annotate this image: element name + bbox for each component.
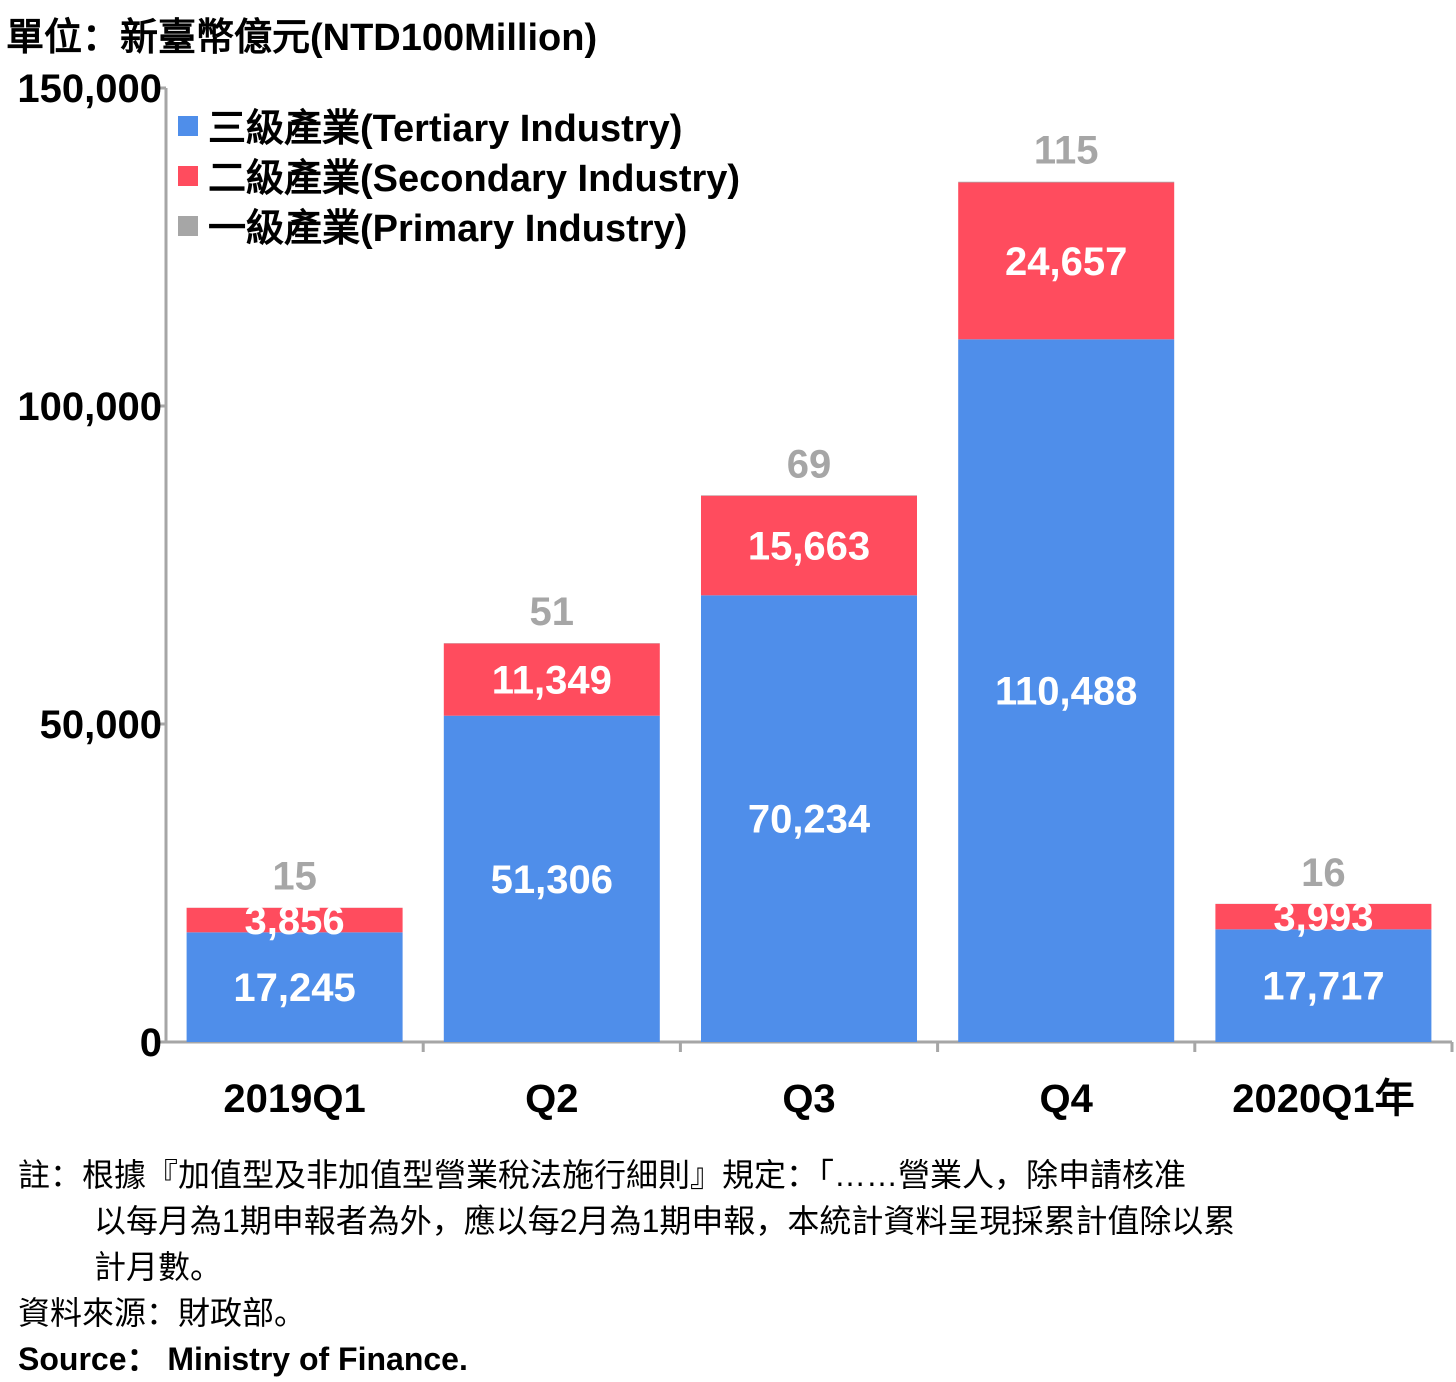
bar-segment [958,339,1175,1042]
note-line: 以每月為1期申報者為外，應以每2月為1期申報，本統計資料呈現採累計值除以累 [94,1203,1236,1239]
bar-segment [701,595,917,1042]
chart-legend: 三級產業(Tertiary Industry) 二級產業(Secondary In… [178,107,740,250]
data-label: 110,488 [995,670,1137,714]
y-tick-labels: 0 50,000 100,000 150,000 [17,67,162,1065]
x-tick-label: Q2 [525,1077,578,1121]
data-label: 69 [787,442,832,486]
bar-segment [1215,929,1432,1042]
legend-swatch [178,116,198,136]
data-label: 15 [272,855,317,899]
bar-segment [701,495,917,596]
data-label: 11,349 [492,659,612,703]
data-label: 17,717 [1262,965,1384,1009]
bar-segment [186,932,403,1042]
data-label: 17,245 [233,966,355,1010]
data-label: 3,856 [245,899,345,943]
note-line: 計月數。 [94,1249,223,1285]
x-tick-label: 2020Q1年 [1232,1077,1414,1121]
note-line: 註：根據『加值型及非加值型營業稅法施行細則』規定：「……營業人，除申請核准 [18,1157,1187,1193]
data-label: 15,663 [748,525,870,569]
legend-swatch [178,216,198,236]
x-tick-label: Q3 [782,1077,835,1121]
bar-segment [443,643,660,716]
y-tick-label: 50,000 [40,703,162,747]
legend-label: 二級產業(Secondary Industry) [208,157,740,200]
footnotes: 註：根據『加值型及非加值型營業稅法施行細則』規定：「……營業人，除申請核准 以每… [18,1152,1448,1382]
source-en: Source： Ministry of Finance. [18,1341,468,1377]
unit-label: 單位：新臺幣億元(NTD100Million) [6,17,598,59]
x-tick-label: 2019Q1 [223,1077,365,1121]
legend-label: 一級產業(Primary Industry) [208,207,687,250]
data-label: 16 [1301,851,1346,895]
data-label: 70,234 [748,798,871,842]
legend-label: 三級產業(Tertiary Industry) [208,107,682,150]
chart-bars [186,181,1432,1042]
data-label: 115 [1034,129,1099,173]
data-label: 3,993 [1273,896,1373,940]
y-tick-label: 150,000 [17,67,162,111]
data-label: 24,657 [1005,240,1127,284]
x-tick-labels: 2019Q1 Q2 Q3 Q4 2020Q1年 [223,1077,1414,1121]
y-tick-label: 0 [140,1021,162,1065]
source-zh: 資料來源：財政部。 [18,1295,307,1331]
bar-segment [958,182,1175,340]
x-tick-label: Q4 [1040,1077,1094,1121]
bar-segment [186,907,403,933]
bar-segment [958,181,1175,183]
bar-segment [443,715,660,1042]
y-tick-label: 100,000 [17,385,162,429]
bar-segment [1215,903,1432,930]
data-label: 51 [530,590,575,634]
legend-swatch [178,166,198,186]
data-label: 51,306 [491,858,613,902]
